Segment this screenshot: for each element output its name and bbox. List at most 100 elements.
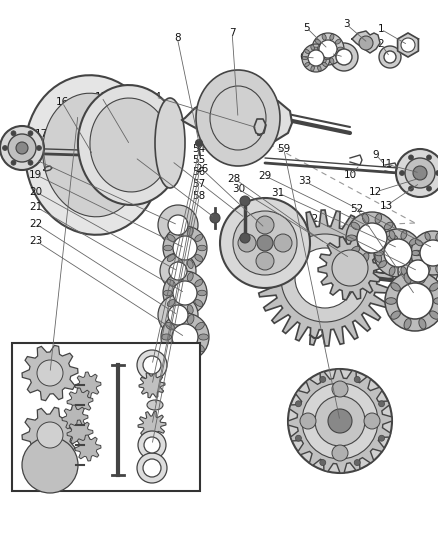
Text: 54: 54 bbox=[193, 144, 206, 154]
Text: 9: 9 bbox=[372, 150, 379, 159]
Circle shape bbox=[378, 401, 385, 407]
Circle shape bbox=[238, 234, 256, 252]
Text: 21: 21 bbox=[29, 202, 42, 212]
Ellipse shape bbox=[166, 344, 174, 352]
Polygon shape bbox=[138, 411, 166, 439]
Text: 57: 57 bbox=[193, 179, 206, 189]
Ellipse shape bbox=[330, 34, 334, 40]
Ellipse shape bbox=[410, 238, 417, 245]
Text: 19: 19 bbox=[29, 170, 42, 180]
Circle shape bbox=[143, 459, 161, 477]
Ellipse shape bbox=[378, 261, 387, 268]
Ellipse shape bbox=[425, 232, 430, 240]
Circle shape bbox=[173, 281, 197, 305]
Polygon shape bbox=[75, 435, 101, 461]
Ellipse shape bbox=[305, 50, 310, 54]
Circle shape bbox=[274, 234, 292, 252]
Ellipse shape bbox=[177, 260, 183, 269]
Circle shape bbox=[138, 431, 166, 459]
Circle shape bbox=[420, 240, 438, 266]
Ellipse shape bbox=[177, 272, 183, 281]
Circle shape bbox=[427, 155, 431, 160]
Circle shape bbox=[163, 271, 207, 315]
Circle shape bbox=[37, 422, 63, 448]
Polygon shape bbox=[288, 369, 392, 473]
Polygon shape bbox=[62, 405, 88, 431]
Text: 53: 53 bbox=[71, 110, 85, 119]
Ellipse shape bbox=[97, 147, 117, 173]
Ellipse shape bbox=[187, 305, 193, 313]
Circle shape bbox=[144, 437, 160, 453]
Ellipse shape bbox=[166, 322, 174, 330]
Circle shape bbox=[399, 171, 405, 175]
Circle shape bbox=[385, 271, 438, 331]
Ellipse shape bbox=[196, 70, 280, 166]
Ellipse shape bbox=[419, 319, 426, 329]
Ellipse shape bbox=[322, 50, 327, 54]
Text: 4: 4 bbox=[327, 49, 334, 58]
Text: 2: 2 bbox=[378, 39, 385, 49]
Ellipse shape bbox=[195, 279, 203, 286]
Ellipse shape bbox=[391, 282, 400, 291]
Text: 14: 14 bbox=[149, 92, 162, 102]
Text: 5: 5 bbox=[303, 23, 310, 33]
Ellipse shape bbox=[163, 245, 173, 251]
Polygon shape bbox=[182, 97, 292, 143]
Ellipse shape bbox=[195, 235, 203, 241]
Ellipse shape bbox=[415, 260, 422, 266]
Ellipse shape bbox=[163, 290, 173, 296]
Ellipse shape bbox=[391, 311, 400, 319]
Circle shape bbox=[308, 50, 324, 66]
Polygon shape bbox=[75, 372, 101, 398]
Text: 56: 56 bbox=[193, 167, 206, 176]
Circle shape bbox=[195, 140, 202, 147]
Circle shape bbox=[411, 231, 438, 275]
Circle shape bbox=[332, 445, 348, 461]
Circle shape bbox=[374, 229, 422, 277]
Circle shape bbox=[168, 305, 188, 325]
Ellipse shape bbox=[415, 240, 422, 246]
Ellipse shape bbox=[322, 62, 327, 67]
Circle shape bbox=[320, 459, 326, 465]
Circle shape bbox=[11, 131, 16, 136]
Circle shape bbox=[160, 253, 196, 289]
Text: 59: 59 bbox=[277, 144, 290, 154]
Polygon shape bbox=[139, 372, 165, 398]
Ellipse shape bbox=[43, 93, 143, 217]
Ellipse shape bbox=[430, 282, 438, 291]
Bar bbox=[12, 343, 200, 491]
Circle shape bbox=[295, 435, 301, 441]
Ellipse shape bbox=[167, 235, 175, 241]
Ellipse shape bbox=[385, 298, 396, 304]
Ellipse shape bbox=[322, 34, 326, 40]
Circle shape bbox=[281, 234, 369, 322]
Ellipse shape bbox=[401, 231, 407, 239]
Circle shape bbox=[288, 369, 392, 473]
Ellipse shape bbox=[413, 251, 421, 256]
Ellipse shape bbox=[425, 266, 430, 273]
Ellipse shape bbox=[305, 62, 310, 67]
Text: 20: 20 bbox=[29, 187, 42, 197]
Ellipse shape bbox=[362, 214, 369, 223]
Circle shape bbox=[240, 233, 250, 243]
Polygon shape bbox=[67, 388, 93, 414]
Circle shape bbox=[379, 46, 401, 68]
Text: 11: 11 bbox=[380, 159, 393, 169]
Circle shape bbox=[354, 459, 360, 465]
Text: 15: 15 bbox=[95, 92, 108, 102]
Circle shape bbox=[332, 381, 348, 397]
Circle shape bbox=[220, 198, 310, 288]
Ellipse shape bbox=[78, 85, 182, 205]
Ellipse shape bbox=[155, 98, 185, 188]
Circle shape bbox=[359, 36, 373, 50]
Text: 8: 8 bbox=[174, 34, 181, 43]
Ellipse shape bbox=[147, 400, 163, 410]
Text: 24: 24 bbox=[128, 152, 141, 162]
Circle shape bbox=[384, 239, 412, 267]
Ellipse shape bbox=[196, 344, 205, 352]
Ellipse shape bbox=[315, 54, 321, 59]
Circle shape bbox=[328, 409, 352, 433]
Ellipse shape bbox=[362, 253, 369, 262]
Circle shape bbox=[346, 212, 398, 264]
Ellipse shape bbox=[404, 319, 411, 329]
